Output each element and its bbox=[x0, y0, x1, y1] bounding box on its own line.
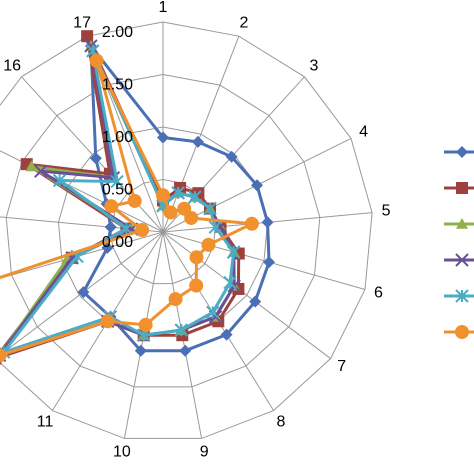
data-point bbox=[263, 256, 276, 269]
data-point bbox=[188, 190, 202, 204]
data-point bbox=[100, 314, 115, 329]
category-label: 11 bbox=[37, 414, 54, 431]
data-point bbox=[244, 216, 259, 231]
spoke bbox=[0, 231, 164, 356]
category-label: 3 bbox=[309, 58, 318, 75]
data-point bbox=[157, 131, 169, 144]
legend-marker bbox=[455, 289, 469, 303]
data-point bbox=[104, 199, 119, 214]
data-point bbox=[25, 160, 38, 172]
data-point bbox=[174, 323, 189, 337]
category-label: 9 bbox=[200, 443, 209, 460]
data-point bbox=[127, 193, 142, 208]
category-label: 4 bbox=[359, 123, 368, 140]
data-point bbox=[179, 344, 192, 357]
data-point bbox=[104, 221, 117, 234]
r-tick-label: 1.50 bbox=[102, 77, 133, 94]
data-point bbox=[189, 250, 204, 265]
data-point bbox=[20, 158, 33, 171]
data-point bbox=[201, 237, 216, 252]
series-line bbox=[81, 44, 271, 353]
data-point bbox=[250, 179, 263, 192]
category-label: 16 bbox=[3, 58, 21, 75]
data-point bbox=[0, 348, 7, 363]
data-point bbox=[168, 292, 183, 307]
category-label: 6 bbox=[374, 285, 383, 302]
r-tick-label: 1.00 bbox=[102, 129, 133, 146]
r-tick-label: 2.00 bbox=[102, 24, 133, 41]
data-point bbox=[261, 216, 274, 229]
data-point bbox=[134, 344, 147, 357]
data-point bbox=[156, 188, 170, 203]
data-point bbox=[223, 275, 237, 290]
category-label: 10 bbox=[113, 443, 131, 460]
data-point bbox=[89, 53, 104, 68]
data-point bbox=[184, 210, 199, 225]
data-point bbox=[191, 135, 204, 148]
data-point bbox=[189, 278, 204, 293]
spoke bbox=[0, 231, 164, 279]
legend-marker bbox=[455, 325, 469, 339]
data-point bbox=[77, 286, 90, 299]
data-point bbox=[163, 205, 178, 220]
data-point bbox=[138, 317, 153, 332]
legend-marker bbox=[456, 146, 468, 158]
data-point bbox=[249, 295, 262, 308]
data-point bbox=[225, 150, 238, 163]
category-label: 2 bbox=[239, 14, 248, 31]
data-point bbox=[101, 241, 114, 254]
data-point bbox=[171, 186, 185, 200]
spoke bbox=[162, 36, 240, 233]
legend-marker bbox=[456, 182, 468, 194]
grid-ring bbox=[5, 73, 321, 388]
data-point bbox=[203, 201, 217, 216]
data-point bbox=[208, 220, 222, 234]
data-point bbox=[81, 30, 94, 43]
grid-ring bbox=[0, 21, 373, 439]
category-label: 5 bbox=[382, 203, 391, 220]
data-point bbox=[110, 174, 124, 189]
data-point bbox=[220, 328, 233, 341]
legend-marker bbox=[455, 253, 469, 267]
category-label: 1 bbox=[159, 0, 168, 16]
data-point bbox=[135, 223, 150, 238]
r-tick-label: 0.00 bbox=[102, 234, 133, 251]
category-label: 8 bbox=[276, 414, 285, 431]
data-point bbox=[206, 305, 220, 320]
spoke bbox=[162, 231, 366, 290]
data-point bbox=[89, 152, 102, 165]
category-label: 7 bbox=[337, 358, 346, 375]
data-point bbox=[52, 173, 67, 188]
r-tick-label: 0.50 bbox=[102, 182, 133, 199]
data-point bbox=[226, 245, 241, 259]
legend-marker bbox=[456, 218, 468, 229]
category-label: 17 bbox=[73, 14, 91, 31]
spoke bbox=[162, 231, 331, 359]
spoke bbox=[0, 150, 164, 233]
data-point bbox=[34, 164, 48, 178]
